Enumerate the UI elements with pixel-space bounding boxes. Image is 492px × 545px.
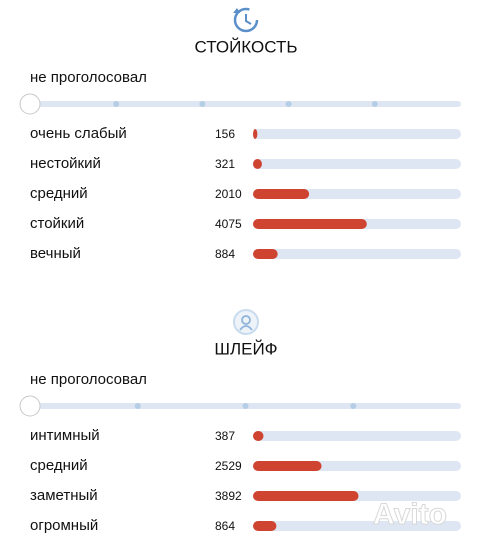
sillage-icon — [233, 309, 259, 335]
row-count: 321 — [215, 157, 235, 171]
row-label: интимный — [30, 427, 100, 444]
row-label: очень слабый — [30, 125, 127, 142]
slider-step — [113, 101, 120, 107]
row-count: 4075 — [215, 217, 242, 231]
bar — [253, 189, 310, 199]
slider-step — [285, 101, 292, 107]
bar — [253, 461, 322, 471]
bar-track — [253, 129, 461, 139]
row-count: 2529 — [215, 459, 242, 473]
watermark: Avito — [373, 498, 447, 531]
slider-label: не проголосовал — [30, 69, 147, 86]
row-label: вечный — [30, 245, 81, 262]
slider-knob[interactable] — [19, 395, 41, 417]
slider-step — [242, 403, 249, 409]
section-title: СТОЙКОСТЬ — [195, 37, 298, 56]
row-label: средний — [30, 185, 88, 202]
bar-track — [253, 159, 461, 169]
bar — [253, 521, 277, 531]
bar — [253, 431, 264, 441]
bar-track — [253, 521, 461, 531]
slider-step — [134, 403, 141, 409]
slider-step — [371, 101, 378, 107]
row-count: 387 — [215, 429, 235, 443]
row-label: стойкий — [30, 215, 84, 232]
bar — [253, 491, 359, 501]
row-count: 156 — [215, 127, 235, 141]
bar-track — [253, 431, 461, 441]
bar-track — [253, 249, 461, 259]
slider-step — [199, 101, 206, 107]
row-label: заметный — [30, 487, 98, 504]
slider-label: не проголосовал — [30, 371, 147, 388]
row-count: 2010 — [215, 187, 242, 201]
longevity-icon — [233, 7, 259, 33]
bar — [253, 249, 278, 259]
slider-step — [350, 403, 357, 409]
bar — [253, 129, 258, 139]
row-label: нестойкий — [30, 155, 101, 172]
row-label: огромный — [30, 517, 98, 534]
bar — [253, 219, 367, 229]
row-label: средний — [30, 457, 88, 474]
row-count: 884 — [215, 247, 235, 261]
row-count: 864 — [215, 519, 235, 533]
bar — [253, 159, 262, 169]
slider-track — [30, 101, 461, 107]
slider-knob[interactable] — [19, 93, 41, 115]
row-count: 3892 — [215, 489, 242, 503]
section-title: ШЛЕЙФ — [214, 339, 277, 358]
